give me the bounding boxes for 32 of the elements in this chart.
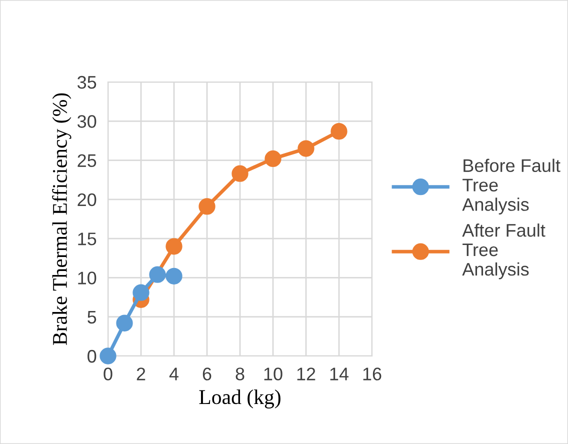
point <box>166 238 182 255</box>
x-tick-label: 6 <box>202 368 212 380</box>
point <box>198 198 216 215</box>
legend-label: After Fault Tree Analysis <box>462 224 546 280</box>
point <box>149 266 166 283</box>
y-tick-label: 35 <box>77 76 96 89</box>
point <box>100 348 116 364</box>
x-tick-label: 8 <box>236 368 244 380</box>
y-tick-label: 0 <box>88 350 96 363</box>
y-axis-title: Brake Thermal Efficiency (%) <box>52 93 72 345</box>
y-tick-label: 25 <box>78 154 96 168</box>
x-tick-label: 12 <box>297 368 316 380</box>
x-tick-label: 4 <box>169 368 178 380</box>
point <box>116 314 133 332</box>
x-tick-label: 2 <box>136 368 146 380</box>
x-tick-label: 10 <box>264 368 282 380</box>
point <box>166 268 182 284</box>
y-tick-label: 5 <box>88 310 96 324</box>
x-tick-label: 14 <box>330 368 349 380</box>
point <box>264 150 282 168</box>
point <box>132 284 150 301</box>
x-tick-label: 16 <box>363 368 382 380</box>
y-tick-label: 10 <box>78 272 96 284</box>
y-tick-label: 15 <box>78 232 96 246</box>
legend-label: Before Fault Tree Analysis <box>462 158 560 214</box>
y-tick-label: 20 <box>78 193 96 206</box>
point <box>232 165 248 182</box>
y-tick-label: 30 <box>77 115 96 128</box>
x-tick-label: 0 <box>104 368 112 380</box>
point <box>330 122 348 140</box>
x-axis-title: Load (kg) <box>199 390 280 408</box>
point <box>298 140 314 157</box>
